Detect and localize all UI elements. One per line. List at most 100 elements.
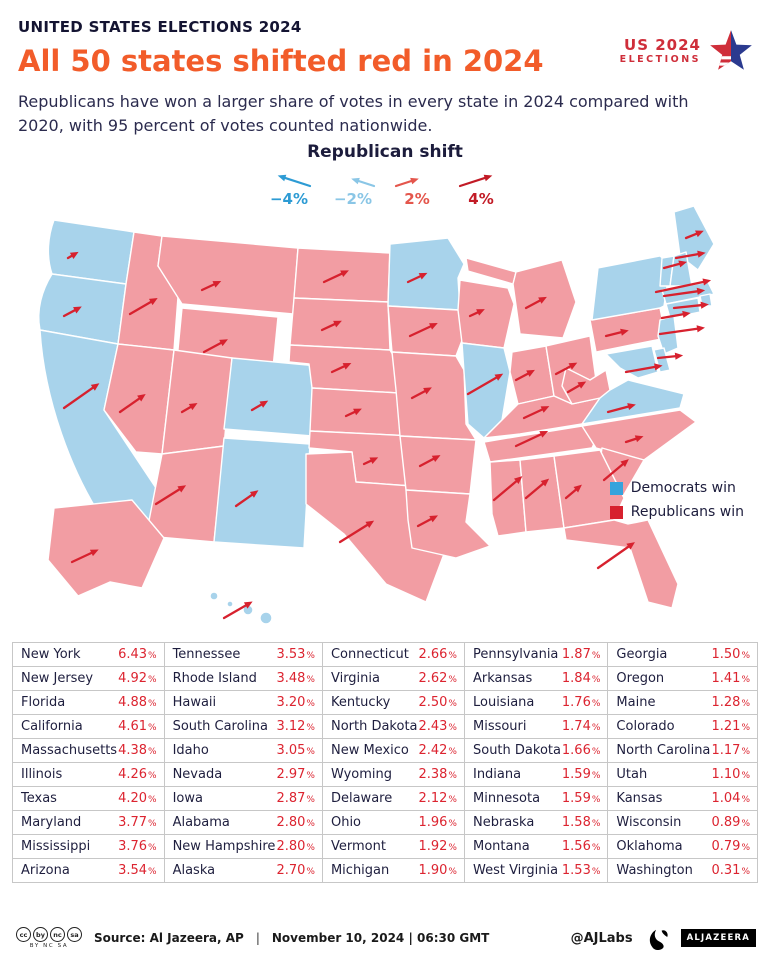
shift-value-cell: 2.66%: [418, 642, 465, 667]
state-name-cell: Nebraska: [463, 810, 562, 835]
table-row: Mississippi 3.76% New Hampshire 2.80% Vermon…: [11, 834, 759, 859]
state-michigan: [465, 257, 517, 285]
state-name-cell: Kansas: [607, 786, 712, 811]
shift-arrow-montana: [200, 281, 222, 292]
percent-sign: %: [741, 747, 750, 757]
state-new-mexico: [213, 437, 311, 549]
state-name-cell: Tennessee: [163, 642, 277, 667]
percent-sign: %: [741, 843, 750, 853]
shift-arrow-michigan: [524, 296, 547, 310]
percent-sign: %: [448, 819, 457, 829]
shift-value-cell: 2.38%: [418, 762, 465, 787]
shift-arrow-new-hampshire: [674, 250, 706, 260]
percent-sign: %: [591, 675, 601, 685]
percent-sign: %: [741, 795, 750, 805]
shift-arrow-vermont: [662, 260, 688, 270]
shift-table-container: New York 6.43% Tennessee 3.53% Connecticut 2.…: [11, 642, 759, 883]
state-name-cell: Connecticut: [321, 642, 419, 667]
shift-value-cell: 6.43%: [117, 642, 165, 667]
state-montana: [157, 235, 299, 315]
state-name-cell: Wyoming: [321, 762, 419, 787]
state-name-cell: North Carolina: [607, 738, 712, 763]
state-name-cell: New Mexico: [321, 738, 419, 763]
cc-by-icon: by: [33, 927, 48, 942]
state-name-cell: Kentucky: [321, 690, 419, 715]
shift-value-cell: 1.50%: [711, 642, 759, 667]
state-south-dakota: [289, 297, 391, 351]
brand-line1: US 2024: [624, 35, 701, 54]
state-name-cell: Colorado: [607, 714, 712, 739]
star-icon: [710, 30, 752, 70]
shift-value-cell: 1.21%: [711, 714, 759, 739]
shift-value-cell: 3.20%: [276, 690, 323, 715]
shift-arrow-missouri: [410, 387, 432, 400]
state-name-cell: Massachusetts: [11, 738, 118, 763]
percent-sign: %: [148, 699, 157, 709]
shift-arrow-icon: [277, 174, 312, 188]
percent-sign: %: [591, 723, 601, 733]
percent-sign: %: [148, 651, 157, 661]
us-map-container: Democrats win Republicans win: [12, 196, 758, 632]
percent-sign: %: [741, 819, 750, 829]
state-name-cell: Minnesota: [463, 786, 562, 811]
shift-value-cell: 1.41%: [711, 666, 759, 691]
percent-sign: %: [448, 651, 457, 661]
percent-sign: %: [148, 723, 157, 733]
shift-arrow-north-carolina: [624, 435, 644, 444]
state-arkansas: [399, 435, 477, 495]
shift-arrow-minnesota: [406, 272, 428, 284]
header: UNITED STATES ELECTIONS 2024 All 50 stat…: [18, 18, 738, 138]
shift-value-cell: 1.96%: [418, 810, 465, 835]
percent-sign: %: [448, 675, 457, 685]
shift-arrow-icon: [394, 177, 419, 188]
state-name-cell: Michigan: [321, 858, 419, 883]
shift-value-cell: 1.10%: [711, 762, 759, 787]
shift-arrow-alabama: [524, 478, 550, 500]
percent-sign: %: [306, 771, 315, 781]
kicker: UNITED STATES ELECTIONS 2024: [18, 18, 302, 36]
shift-legend-item: −2%: [324, 164, 382, 208]
state-name-cell: New Jersey: [11, 666, 118, 691]
shift-value-cell: 1.66%: [561, 738, 609, 763]
winner-legend: Democrats win Republicans win: [609, 480, 744, 520]
percent-sign: %: [591, 699, 601, 709]
percent-sign: %: [148, 867, 157, 877]
shift-value-cell: 1.92%: [418, 834, 465, 859]
percent-sign: %: [741, 723, 750, 733]
percent-sign: %: [741, 867, 750, 877]
shift-arrow-kansas: [344, 408, 362, 418]
shift-arrow-maryland: [624, 363, 663, 374]
shift-value-cell: 1.04%: [711, 786, 759, 811]
state-name-cell: Alaska: [163, 858, 277, 883]
state-name-cell: South Dakota: [463, 738, 562, 763]
subtitle: Republicans have won a larger share of v…: [18, 92, 689, 135]
state-name-cell: Iowa: [163, 786, 277, 811]
state-alaska: [47, 499, 165, 597]
state-name-cell: Utah: [607, 762, 712, 787]
cc-sa-icon: sa: [67, 927, 82, 942]
percent-sign: %: [306, 675, 315, 685]
percent-sign: %: [306, 843, 315, 853]
percent-sign: %: [741, 699, 750, 709]
shift-value-cell: 1.56%: [561, 834, 609, 859]
shift-value-cell: 1.17%: [711, 738, 759, 763]
state-name-cell: Mississippi: [11, 834, 118, 859]
shift-arrow-iowa: [408, 323, 438, 338]
percent-sign: %: [448, 843, 457, 853]
state-name-cell: Hawaii: [163, 690, 277, 715]
shift-arrow-indiana: [514, 369, 535, 382]
table-row: Illinois 4.26% Nevada 2.97% Wyoming 2.38% Indi…: [11, 762, 759, 787]
percent-sign: %: [591, 843, 601, 853]
shift-value-cell: 2.12%: [418, 786, 465, 811]
footer-date: November 10, 2024 | 06:30 GMT: [271, 931, 490, 945]
shift-value-cell: 1.58%: [561, 810, 609, 835]
shift-arrow-california: [62, 383, 100, 410]
us2024-elections-logo: US 2024 ELECTIONS: [620, 28, 754, 74]
shift-arrow-texas: [338, 520, 375, 544]
shift-value-cell: 4.26%: [117, 762, 165, 787]
page-title: All 50 states shifted red in 2024: [18, 44, 544, 78]
shift-legend-arrows: −4% −2% 2% 4%: [0, 164, 770, 208]
state-name-cell: Montana: [463, 834, 562, 859]
shift-arrow-maine: [684, 230, 704, 240]
state-name-cell: Indiana: [463, 762, 562, 787]
